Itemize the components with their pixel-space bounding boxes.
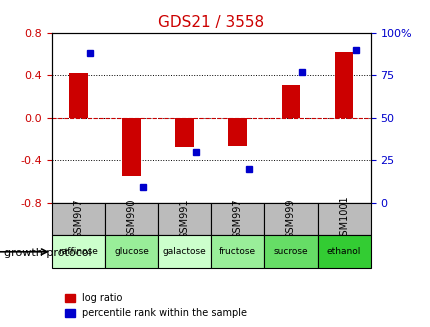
FancyBboxPatch shape: [158, 235, 211, 268]
FancyBboxPatch shape: [264, 235, 317, 268]
Title: GDS21 / 3558: GDS21 / 3558: [158, 15, 264, 30]
FancyBboxPatch shape: [52, 235, 104, 268]
FancyBboxPatch shape: [104, 203, 158, 235]
Text: GSM997: GSM997: [232, 199, 242, 239]
Text: GSM991: GSM991: [179, 199, 189, 239]
Bar: [228, 118, 246, 146]
Text: GSM907: GSM907: [73, 199, 83, 239]
Bar: [334, 52, 353, 118]
Text: glucose: glucose: [114, 247, 148, 256]
Text: GSM990: GSM990: [126, 199, 136, 239]
Bar: [69, 73, 87, 118]
Text: raffinose: raffinose: [58, 247, 98, 256]
FancyBboxPatch shape: [211, 235, 264, 268]
Text: galactose: galactose: [163, 247, 206, 256]
Legend: log ratio, percentile rank within the sample: log ratio, percentile rank within the sa…: [61, 289, 251, 322]
Bar: [122, 118, 141, 176]
Text: ethanol: ethanol: [326, 247, 360, 256]
Text: GSM1001: GSM1001: [338, 196, 348, 242]
FancyBboxPatch shape: [158, 203, 211, 235]
FancyBboxPatch shape: [264, 203, 317, 235]
FancyBboxPatch shape: [317, 203, 370, 235]
FancyBboxPatch shape: [52, 203, 104, 235]
Text: GSM999: GSM999: [285, 199, 295, 239]
FancyBboxPatch shape: [104, 235, 158, 268]
Text: growth protocol: growth protocol: [4, 249, 92, 258]
Text: fructose: fructose: [219, 247, 256, 256]
FancyBboxPatch shape: [317, 235, 370, 268]
Text: sucrose: sucrose: [273, 247, 307, 256]
Bar: [175, 118, 194, 147]
FancyBboxPatch shape: [211, 203, 264, 235]
Bar: [281, 85, 300, 118]
